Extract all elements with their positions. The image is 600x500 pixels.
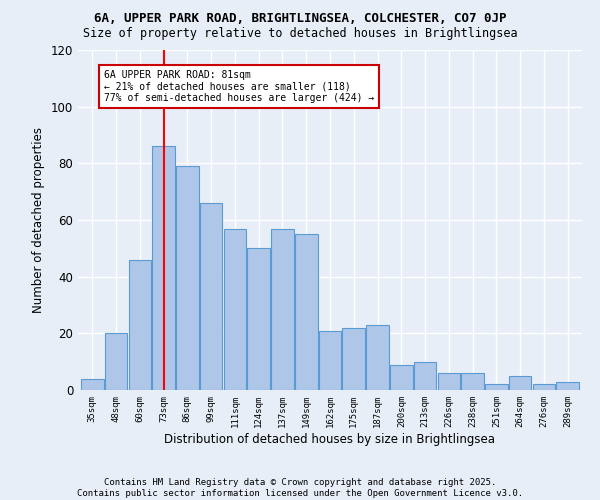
- Bar: [81, 378, 104, 390]
- Bar: [152, 146, 175, 390]
- Bar: [295, 234, 317, 390]
- Bar: [533, 384, 555, 390]
- Bar: [556, 382, 579, 390]
- Text: Size of property relative to detached houses in Brightlingsea: Size of property relative to detached ho…: [83, 28, 517, 40]
- Bar: [414, 362, 436, 390]
- Bar: [247, 248, 270, 390]
- Y-axis label: Number of detached properties: Number of detached properties: [32, 127, 45, 313]
- Bar: [437, 373, 460, 390]
- Bar: [224, 228, 246, 390]
- Bar: [200, 203, 223, 390]
- Bar: [366, 325, 389, 390]
- Bar: [319, 330, 341, 390]
- X-axis label: Distribution of detached houses by size in Brightlingsea: Distribution of detached houses by size …: [164, 432, 496, 446]
- Bar: [176, 166, 199, 390]
- Bar: [271, 228, 294, 390]
- Bar: [509, 376, 532, 390]
- Bar: [105, 334, 127, 390]
- Bar: [390, 364, 413, 390]
- Bar: [128, 260, 151, 390]
- Text: Contains HM Land Registry data © Crown copyright and database right 2025.
Contai: Contains HM Land Registry data © Crown c…: [77, 478, 523, 498]
- Bar: [485, 384, 508, 390]
- Bar: [343, 328, 365, 390]
- Text: 6A, UPPER PARK ROAD, BRIGHTLINGSEA, COLCHESTER, CO7 0JP: 6A, UPPER PARK ROAD, BRIGHTLINGSEA, COLC…: [94, 12, 506, 26]
- Bar: [461, 373, 484, 390]
- Text: 6A UPPER PARK ROAD: 81sqm
← 21% of detached houses are smaller (118)
77% of semi: 6A UPPER PARK ROAD: 81sqm ← 21% of detac…: [104, 70, 374, 103]
